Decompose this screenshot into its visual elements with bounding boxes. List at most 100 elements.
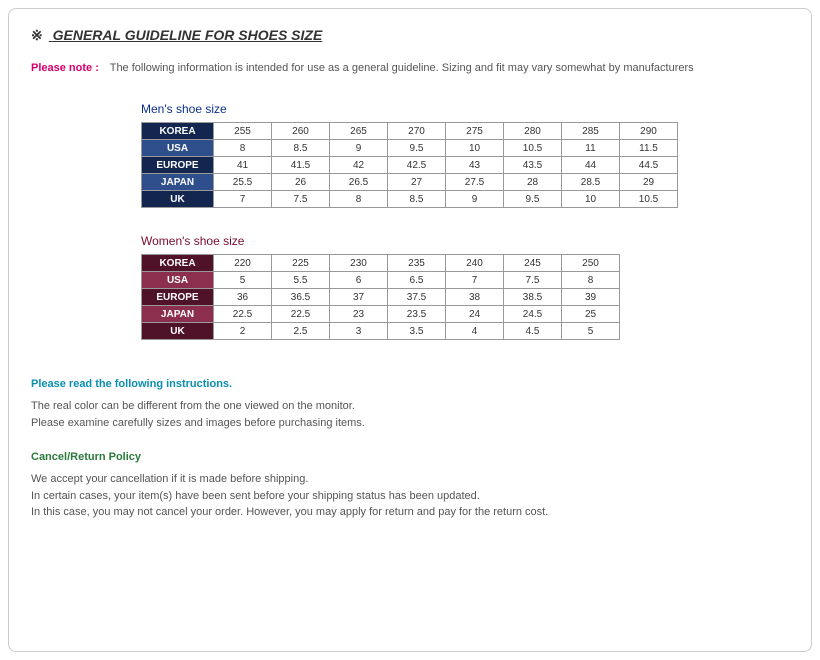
- womens-row: JAPAN22.522.52323.52424.525: [142, 306, 620, 323]
- mens-table-block: Men's shoe size KOREA2552602652702752802…: [141, 102, 789, 208]
- womens-cell: 24.5: [504, 306, 562, 323]
- womens-cell: 25: [562, 306, 620, 323]
- mens-cell: 260: [272, 123, 330, 140]
- mens-row: USA88.599.51010.51111.5: [142, 140, 678, 157]
- womens-size-table: KOREA220225230235240245250USA55.566.577.…: [141, 254, 620, 340]
- womens-cell: 24: [446, 306, 504, 323]
- mens-cell: 10.5: [504, 140, 562, 157]
- title-prefix-icon: ※: [31, 27, 43, 44]
- mens-cell: 41: [214, 157, 272, 174]
- mens-cell: 285: [562, 123, 620, 140]
- mens-cell: 11: [562, 140, 620, 157]
- policy-body: We accept your cancellation if it is mad…: [31, 471, 789, 521]
- womens-cell: 4.5: [504, 323, 562, 340]
- mens-cell: 29: [620, 174, 678, 191]
- mens-row: KOREA255260265270275280285290: [142, 123, 678, 140]
- note-line: Please note : The following information …: [31, 62, 789, 74]
- mens-row: UK77.588.599.51010.5: [142, 191, 678, 208]
- mens-cell: 290: [620, 123, 678, 140]
- mens-row-label: UK: [142, 191, 214, 208]
- mens-cell: 27: [388, 174, 446, 191]
- womens-cell: 38.5: [504, 289, 562, 306]
- womens-cell: 235: [388, 255, 446, 272]
- mens-cell: 44: [562, 157, 620, 174]
- womens-cell: 8: [562, 272, 620, 289]
- mens-cell: 41.5: [272, 157, 330, 174]
- mens-cell: 28.5: [562, 174, 620, 191]
- mens-cell: 44.5: [620, 157, 678, 174]
- womens-cell: 5: [214, 272, 272, 289]
- mens-cell: 10: [446, 140, 504, 157]
- womens-cell: 22.5: [272, 306, 330, 323]
- womens-cell: 23: [330, 306, 388, 323]
- mens-cell: 8.5: [388, 191, 446, 208]
- womens-cell: 240: [446, 255, 504, 272]
- mens-cell: 275: [446, 123, 504, 140]
- womens-table-block: Women's shoe size KOREA22022523023524024…: [141, 234, 789, 340]
- mens-cell: 43: [446, 157, 504, 174]
- mens-cell: 7.5: [272, 191, 330, 208]
- womens-cell: 37.5: [388, 289, 446, 306]
- mens-cell: 280: [504, 123, 562, 140]
- mens-row: JAPAN25.52626.52727.52828.529: [142, 174, 678, 191]
- womens-cell: 36: [214, 289, 272, 306]
- womens-row: EUROPE3636.53737.53838.539: [142, 289, 620, 306]
- mens-row-label: USA: [142, 140, 214, 157]
- womens-cell: 2: [214, 323, 272, 340]
- mens-row-label: JAPAN: [142, 174, 214, 191]
- womens-cell: 3.5: [388, 323, 446, 340]
- womens-cell: 230: [330, 255, 388, 272]
- mens-cell: 270: [388, 123, 446, 140]
- womens-cell: 6.5: [388, 272, 446, 289]
- mens-row: EUROPE4141.54242.54343.54444.5: [142, 157, 678, 174]
- mens-table-title: Men's shoe size: [141, 102, 789, 116]
- mens-cell: 28: [504, 174, 562, 191]
- mens-cell: 8: [330, 191, 388, 208]
- note-label: Please note :: [31, 62, 99, 74]
- note-text: The following information is intended fo…: [110, 62, 694, 74]
- womens-cell: 7: [446, 272, 504, 289]
- policy-line: In this case, you may not cancel your or…: [31, 504, 789, 521]
- womens-cell: 3: [330, 323, 388, 340]
- womens-row: USA55.566.577.58: [142, 272, 620, 289]
- mens-cell: 8: [214, 140, 272, 157]
- womens-table-title: Women's shoe size: [141, 234, 789, 248]
- womens-cell: 4: [446, 323, 504, 340]
- mens-cell: 7: [214, 191, 272, 208]
- womens-row-label: UK: [142, 323, 214, 340]
- policy-line: In certain cases, your item(s) have been…: [31, 488, 789, 505]
- mens-row-label: EUROPE: [142, 157, 214, 174]
- womens-cell: 5.5: [272, 272, 330, 289]
- mens-cell: 8.5: [272, 140, 330, 157]
- mens-cell: 26.5: [330, 174, 388, 191]
- mens-cell: 25.5: [214, 174, 272, 191]
- mens-size-table: KOREA255260265270275280285290USA88.599.5…: [141, 122, 678, 208]
- mens-cell: 9: [446, 191, 504, 208]
- mens-cell: 27.5: [446, 174, 504, 191]
- mens-cell: 9.5: [388, 140, 446, 157]
- mens-cell: 43.5: [504, 157, 562, 174]
- womens-row-label: USA: [142, 272, 214, 289]
- policy-heading: Cancel/Return Policy: [31, 451, 789, 463]
- womens-cell: 36.5: [272, 289, 330, 306]
- mens-cell: 11.5: [620, 140, 678, 157]
- mens-cell: 9.5: [504, 191, 562, 208]
- title-text: GENERAL GUIDELINE FOR SHOES SIZE: [53, 27, 323, 43]
- mens-cell: 42: [330, 157, 388, 174]
- mens-cell: 265: [330, 123, 388, 140]
- womens-row-label: EUROPE: [142, 289, 214, 306]
- womens-row-label: KOREA: [142, 255, 214, 272]
- womens-cell: 38: [446, 289, 504, 306]
- womens-cell: 7.5: [504, 272, 562, 289]
- womens-cell: 245: [504, 255, 562, 272]
- womens-cell: 225: [272, 255, 330, 272]
- womens-cell: 220: [214, 255, 272, 272]
- womens-cell: 23.5: [388, 306, 446, 323]
- mens-cell: 255: [214, 123, 272, 140]
- womens-row: UK22.533.544.55: [142, 323, 620, 340]
- womens-row-label: JAPAN: [142, 306, 214, 323]
- policy-line: We accept your cancellation if it is mad…: [31, 471, 789, 488]
- instructions-body: The real color can be different from the…: [31, 398, 789, 431]
- mens-cell: 10.5: [620, 191, 678, 208]
- womens-cell: 2.5: [272, 323, 330, 340]
